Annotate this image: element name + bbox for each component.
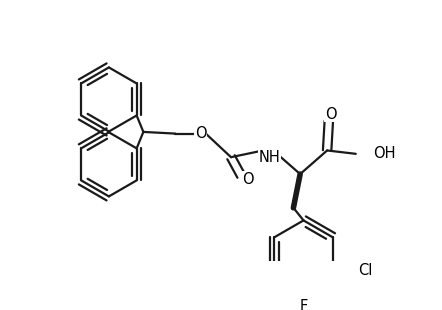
Text: O: O — [242, 172, 254, 187]
Text: NH: NH — [259, 150, 281, 165]
Text: O: O — [325, 107, 336, 122]
Text: OH: OH — [373, 146, 395, 161]
Text: Cl: Cl — [358, 264, 373, 278]
Text: O: O — [195, 126, 206, 141]
Text: F: F — [299, 299, 308, 310]
Polygon shape — [292, 172, 301, 210]
